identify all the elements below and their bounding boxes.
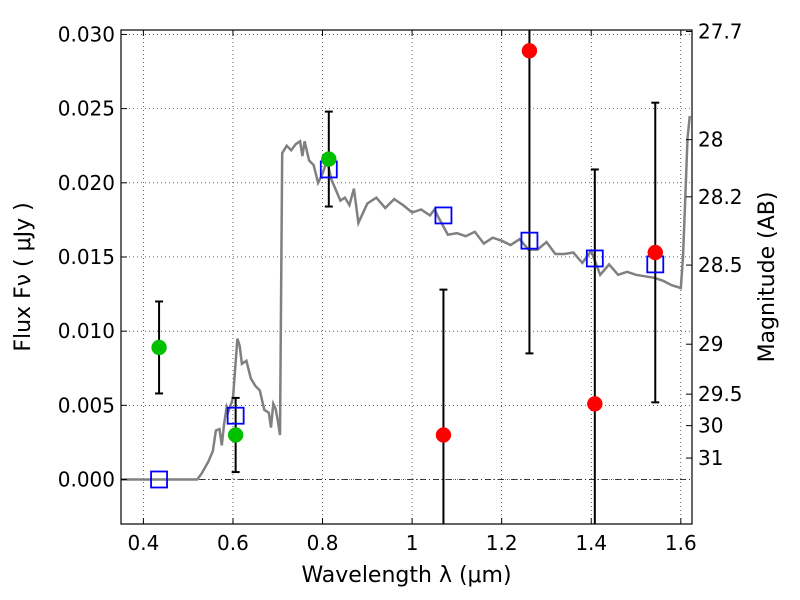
y2-axis-label: Magnitude (AB)	[755, 192, 780, 363]
circle-marker	[227, 427, 244, 443]
circle-marker	[587, 396, 603, 412]
errorbar-layer	[155, 30, 660, 524]
y-axis-label: Flux Fν ( μJy )	[11, 202, 36, 351]
y-tick-label: 0.015	[58, 245, 115, 269]
square-marker	[520, 231, 539, 250]
x-tick-label: 1	[406, 531, 419, 555]
y-tick-label: 0.030	[58, 22, 115, 46]
circle-marker	[151, 339, 167, 356]
circle-marker	[521, 43, 538, 59]
y2-tick-label: 29.5	[698, 382, 743, 406]
x-tick-label: 0.8	[307, 531, 339, 555]
x-axis-label: Wavelength λ (μm)	[301, 563, 511, 588]
y-tick-label: 0.025	[58, 97, 115, 121]
y2-tick-label: 28.5	[698, 253, 743, 277]
circle-marker	[647, 244, 664, 261]
marker-layer	[150, 43, 665, 489]
x-tick-label: 1.4	[575, 531, 607, 555]
tick-layer: 0.4 0.6 0.8 1 1.2 1.4 1.6 0.000 0.005 0.010 0.015 0…	[58, 19, 743, 555]
y2-tick-label: 31	[698, 446, 723, 470]
x-tick-label: 1.2	[486, 531, 518, 555]
x-tick-label: 0.4	[127, 531, 159, 555]
square-marker	[150, 470, 168, 489]
circle-marker	[435, 427, 452, 443]
y2-tick-label: 30	[698, 414, 723, 438]
y2-tick-label: 28	[698, 128, 723, 152]
model-spectrum-line	[121, 115, 692, 481]
grid-layer	[121, 30, 692, 524]
y-tick-label: 0.005	[58, 393, 115, 417]
y-tick-label: 0.000	[58, 467, 115, 491]
square-marker	[434, 206, 453, 225]
x-tick-label: 1.6	[665, 531, 697, 555]
y2-tick-label: 29	[698, 332, 723, 356]
x-tick-label: 0.6	[217, 531, 249, 555]
square-marker	[585, 249, 604, 268]
y2-tick-label: 28.2	[698, 185, 743, 209]
square-marker	[226, 406, 245, 425]
plot-frame	[120, 29, 693, 525]
circle-marker	[321, 151, 337, 167]
y-tick-label: 0.020	[58, 171, 115, 195]
y-tick-label: 0.010	[58, 319, 115, 343]
y2-tick-label: 27.7	[698, 19, 743, 43]
